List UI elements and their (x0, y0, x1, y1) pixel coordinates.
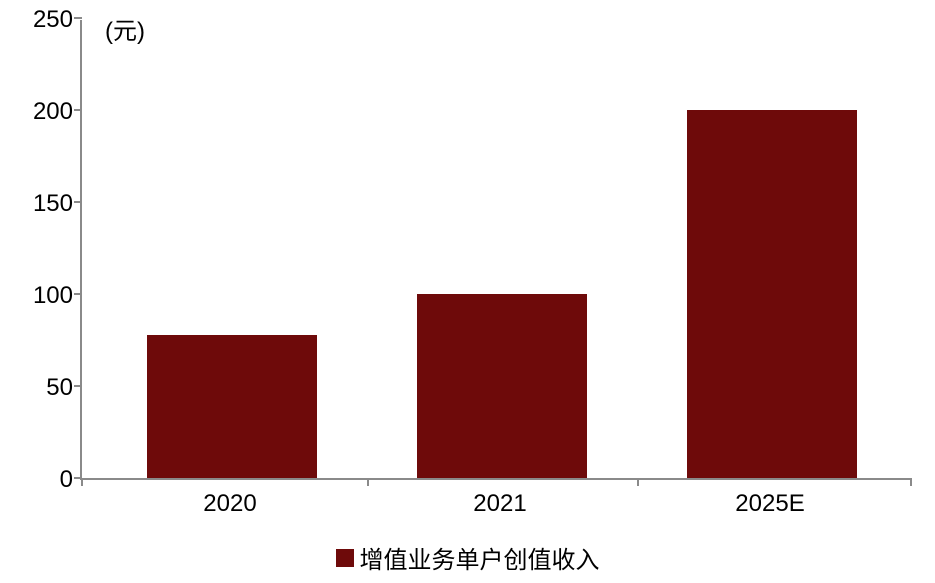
y-tick-mark (74, 201, 82, 203)
plot-area (80, 20, 910, 480)
x-tick-label: 2025E (735, 490, 804, 518)
x-tick-mark (637, 478, 639, 486)
bar-2020 (147, 335, 317, 479)
y-tick-mark (74, 293, 82, 295)
y-tick-label: 150 (33, 190, 73, 218)
y-tick-label: 50 (46, 374, 73, 402)
legend-label: 增值业务单户创值收入 (360, 540, 600, 575)
x-tick-mark (910, 478, 912, 486)
y-tick-mark (74, 17, 82, 19)
legend-marker (336, 549, 354, 567)
y-tick-mark (74, 109, 82, 111)
y-tick-label: 0 (60, 466, 73, 494)
x-tick-label: 2020 (203, 490, 256, 518)
bar-chart: 0 50 100 150 200 250 (元) 2020 2021 2025E… (0, 0, 935, 583)
x-tick-mark (81, 478, 83, 486)
y-tick-label: 200 (33, 98, 73, 126)
x-tick-mark (367, 478, 369, 486)
y-tick-mark (74, 385, 82, 387)
bar-2025e (687, 110, 857, 478)
y-tick-label: 100 (33, 282, 73, 310)
y-tick-label: 250 (33, 6, 73, 34)
y-axis-unit: (元) (105, 11, 145, 46)
bar-2021 (417, 294, 587, 478)
x-tick-label: 2021 (473, 490, 526, 518)
legend: 增值业务单户创值收入 (0, 540, 935, 575)
